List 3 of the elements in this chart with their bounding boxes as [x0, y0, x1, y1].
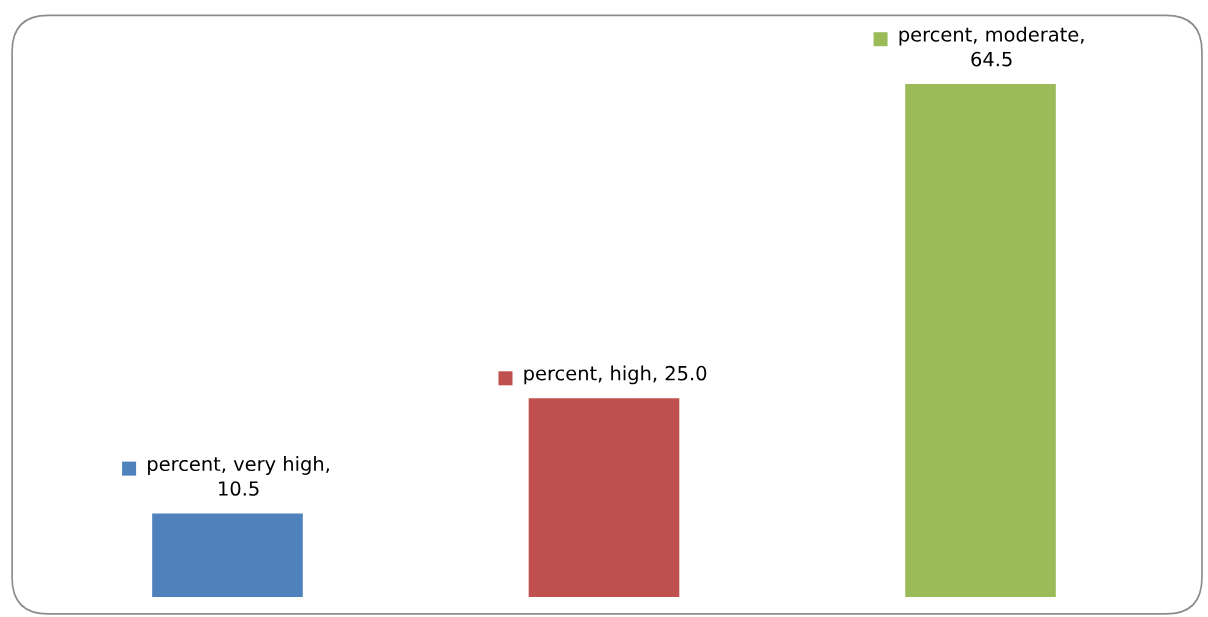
data-label: percent, very high, 10.5	[148, 456, 329, 496]
data-label: percent, moderate, 64.5	[899, 26, 1084, 67]
data-label: percent, high, 25.0	[524, 365, 707, 385]
